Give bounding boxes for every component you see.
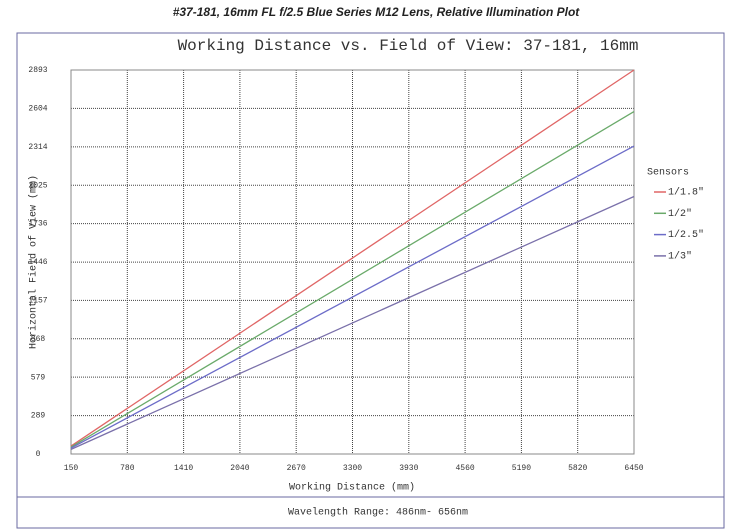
plot-border xyxy=(70,69,635,455)
frame xyxy=(16,32,725,529)
x-tick-label: 2670 xyxy=(287,464,306,473)
y-tick-label: 2314 xyxy=(28,143,47,152)
x-tick-label: 6450 xyxy=(624,464,643,473)
y-tick-label: 2025 xyxy=(28,181,47,190)
chart-title: Working Distance vs. Field of View: 37-1… xyxy=(178,37,639,55)
y-axis-label: Horizontal Field of View (mm) xyxy=(28,175,40,349)
y-tick-label: 1446 xyxy=(28,258,47,267)
series-line xyxy=(70,195,635,450)
x-tick-label: 780 xyxy=(120,464,135,473)
y-tick-label: 0 xyxy=(36,450,41,459)
y-tick-label: 1736 xyxy=(28,220,47,229)
y-tick-label: 2893 xyxy=(28,66,47,75)
y-tick-label: 1157 xyxy=(28,297,47,306)
legend-title: Sensors xyxy=(647,168,689,179)
x-tick-label: 5820 xyxy=(568,464,587,473)
legend-label: 1/2" xyxy=(668,208,692,220)
legend-label: 1/3" xyxy=(668,251,692,263)
legend-label: 1/2.5" xyxy=(668,229,704,241)
x-tick-label: 5190 xyxy=(512,464,531,473)
x-tick-label: 3300 xyxy=(343,464,362,473)
series-line xyxy=(70,145,635,449)
footer: Wavelength Range: 486nm- 656nm xyxy=(288,507,468,519)
y-tick-label: 2604 xyxy=(28,104,47,113)
x-tick-label: 1410 xyxy=(174,464,193,473)
y-tick-label: 868 xyxy=(31,335,46,344)
page-header: #37-181, 16mm FL f/2.5 Blue Series M12 L… xyxy=(173,5,581,19)
x-axis-label: Working Distance (mm) xyxy=(289,482,415,494)
series-line xyxy=(70,110,635,448)
y-tick-label: 289 xyxy=(31,412,46,421)
legend-label: 1/1.8" xyxy=(668,187,704,199)
x-tick-label: 2040 xyxy=(230,464,249,473)
y-tick-label: 579 xyxy=(31,373,46,382)
x-tick-label: 3930 xyxy=(399,464,418,473)
x-tick-label: 150 xyxy=(64,464,79,473)
x-tick-label: 4560 xyxy=(455,464,474,473)
series-line xyxy=(70,69,635,447)
